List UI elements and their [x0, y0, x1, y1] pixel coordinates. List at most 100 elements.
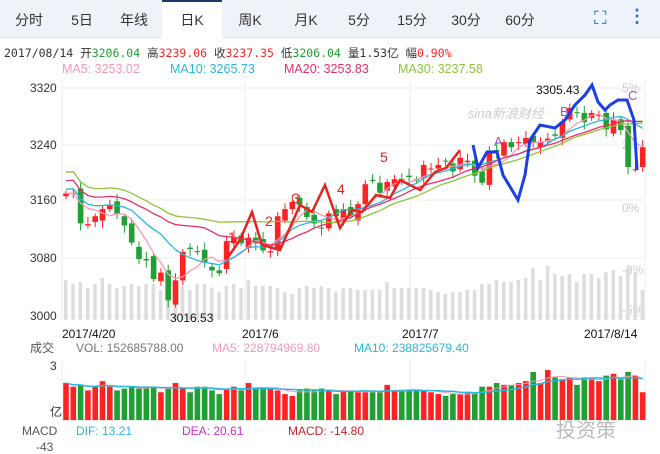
candle-body [187, 247, 193, 250]
volume-bar [194, 386, 201, 420]
volume-bar [639, 392, 646, 420]
bg-volume-bar [122, 286, 126, 320]
fullscreen-icon[interactable]: ⛶ [594, 8, 607, 28]
bg-volume-bar [640, 290, 645, 320]
candle-body [479, 171, 485, 183]
ma5-line [65, 113, 643, 280]
tab-7[interactable]: 15分 [397, 11, 427, 28]
volume-bar [377, 392, 383, 420]
bg-volume-bar [450, 292, 455, 320]
volume-bar [274, 390, 281, 420]
volume-bar [238, 390, 244, 420]
candle-body [362, 184, 369, 205]
bg-volume-bar [93, 284, 97, 320]
bg-volume-bar [231, 284, 236, 320]
volume-bar [289, 395, 296, 420]
bg-volume-bar [224, 286, 229, 320]
candle-body [464, 160, 471, 163]
volume-bar [340, 390, 347, 420]
volume-bar [479, 386, 485, 420]
ma20-line [65, 120, 643, 246]
close-label: 收 [214, 46, 226, 60]
bg-volume-bar [538, 280, 542, 320]
candle-body [172, 280, 179, 305]
candle-body [63, 193, 69, 197]
volume-bar [625, 371, 631, 420]
tab-2[interactable]: 年线 [120, 11, 148, 28]
bg-volume-bar [487, 284, 491, 320]
volume-title: 成交 [30, 341, 55, 355]
candle-body [143, 259, 150, 261]
volume-bar [399, 390, 405, 420]
candle-body [267, 251, 274, 253]
bg-volume-bar [129, 284, 134, 320]
chg-value: 0.90% [416, 46, 452, 60]
tab-3[interactable]: 日K [162, 0, 222, 38]
low-label: 3016.53 [170, 311, 214, 325]
volume-axis-top: 3 [50, 359, 57, 373]
volume-bar [493, 383, 500, 420]
bg-volume-bar [312, 288, 316, 320]
hand-drawn-wave-blue [471, 81, 639, 204]
volume-bar [99, 381, 106, 420]
tab-5[interactable]: 月K [294, 11, 318, 28]
candle-body [99, 209, 106, 221]
volume-bar [428, 392, 434, 420]
candle-body [625, 125, 631, 168]
tab-9[interactable]: 60分 [505, 11, 535, 28]
candle-body [77, 188, 84, 224]
bg-volume-bar [137, 286, 141, 320]
tab-4[interactable]: 周K [238, 11, 262, 28]
volume-bar [574, 384, 580, 420]
y-tick: 3080 [30, 251, 57, 265]
volume-bar [413, 390, 420, 420]
volume-bar [559, 379, 566, 420]
candle-body [107, 205, 113, 210]
period-tabs: 分时 5日 年线 日K 周K 月K 5分 15分 30分 60分 [0, 0, 660, 38]
bg-volume-bar [575, 282, 579, 320]
candle-body [515, 142, 522, 144]
y-tick: 3240 [30, 138, 57, 152]
tab-6[interactable]: 5分 [348, 11, 370, 28]
more-vertical-icon[interactable]: ⋮ [628, 6, 646, 26]
ohlc-info: 2017/08/14 开3206.04 高3239.06 收3237.35 低3… [4, 45, 452, 61]
volume-bar [121, 388, 128, 420]
volume-bar [128, 386, 135, 420]
wave-label: 1 [228, 229, 236, 245]
candle-body [428, 168, 434, 170]
bg-volume-bar [553, 274, 557, 320]
tab-8[interactable]: 30分 [451, 11, 481, 28]
bg-volume-bar [480, 284, 484, 320]
volume-bar [158, 392, 164, 420]
tab-0[interactable]: 分时 [15, 11, 43, 28]
volume-bar [450, 394, 456, 420]
high-label: 3305.43 [536, 83, 580, 97]
bg-volume-bar [494, 280, 499, 320]
candle-body [289, 202, 296, 210]
x-tick: 2017/6 [242, 327, 279, 341]
bg-volume-bar [363, 290, 367, 320]
bg-volume-bar [319, 286, 323, 320]
macd-axis-bottom: -43 [36, 440, 54, 454]
tab-1[interactable]: 5日 [71, 11, 93, 28]
candle-body [201, 249, 208, 263]
candle-body [369, 179, 376, 181]
volume-axis-unit: 亿 [50, 405, 63, 419]
bg-volume-bar [385, 282, 389, 320]
candle-body [158, 272, 164, 282]
vol-value: 1.53亿 [359, 46, 399, 60]
volume-bar [508, 384, 515, 420]
volume-bar [180, 388, 186, 420]
wave-label: 3 [292, 190, 300, 206]
wave-label: 5 [380, 149, 388, 165]
candle-body [85, 224, 91, 226]
bg-volume-bar [626, 268, 630, 320]
candle-body [165, 270, 171, 301]
y-tick: 3160 [30, 193, 57, 207]
wave-label: 4 [337, 181, 345, 197]
candle-body [194, 251, 201, 253]
volume-ma10: MA10: 238825679.40 [354, 341, 469, 355]
volume-bar [369, 392, 376, 420]
x-tick: 2017/4/20 [62, 327, 116, 341]
